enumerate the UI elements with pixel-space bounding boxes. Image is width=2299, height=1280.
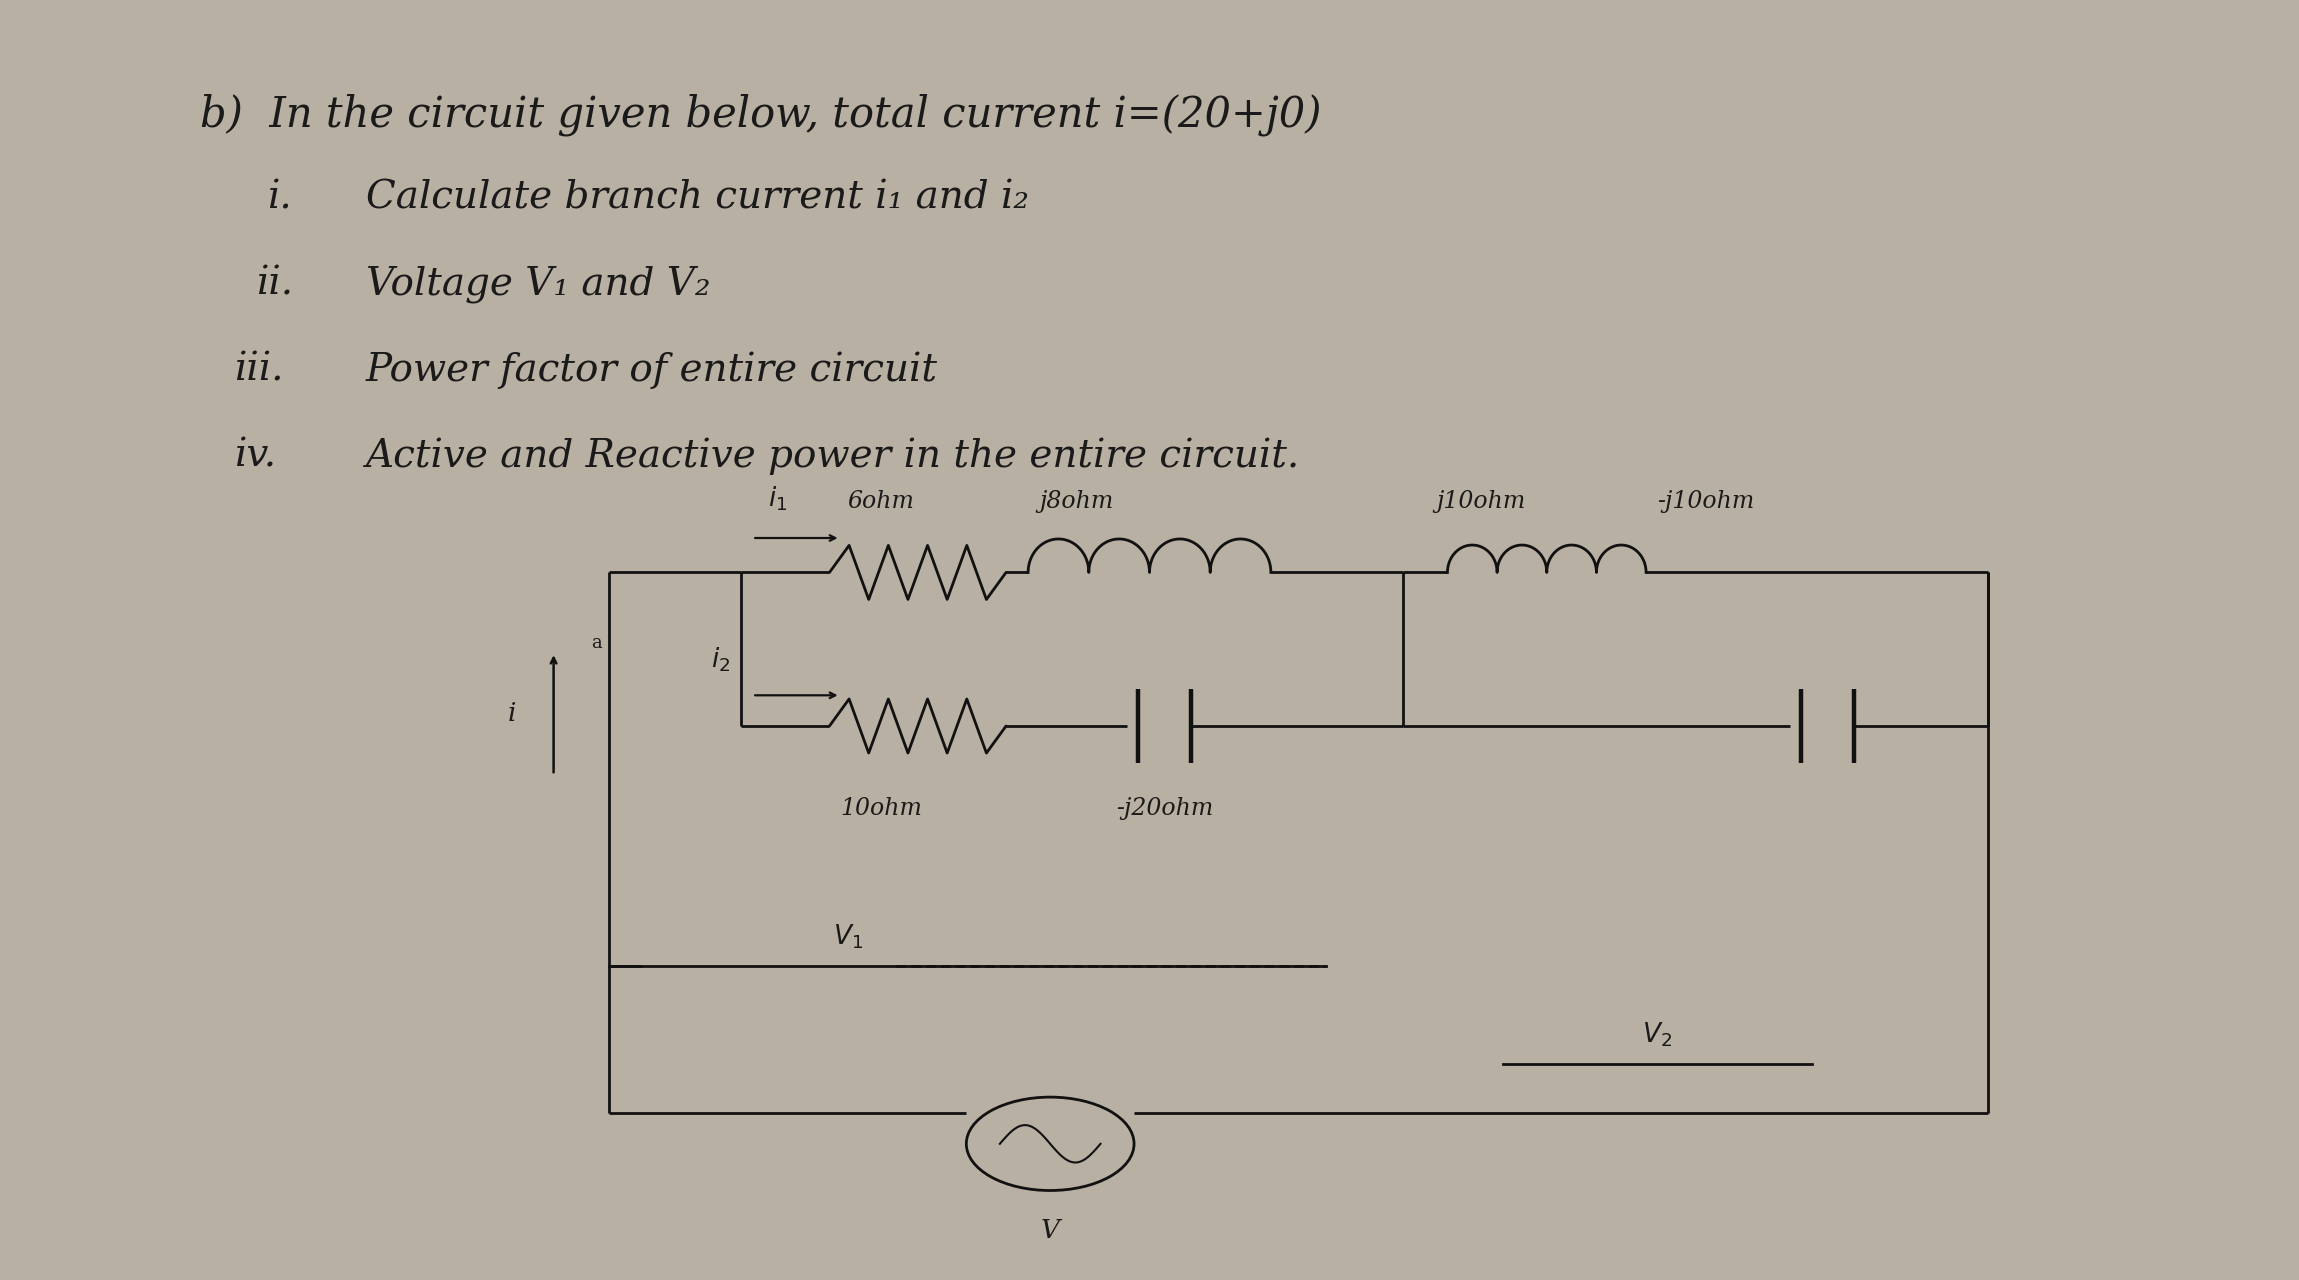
- Text: V: V: [1041, 1217, 1060, 1243]
- Text: iii.: iii.: [234, 351, 283, 388]
- Text: Calculate branch current i₁ and i₂: Calculate branch current i₁ and i₂: [366, 179, 1030, 216]
- Text: j10ohm: j10ohm: [1437, 490, 1527, 513]
- Text: ii.: ii.: [255, 265, 292, 302]
- Text: -j20ohm: -j20ohm: [1117, 797, 1214, 820]
- Text: iv.: iv.: [234, 438, 276, 475]
- Text: b)  In the circuit given below, total current i=(20+j0): b) In the circuit given below, total cur…: [200, 93, 1322, 136]
- Text: 6ohm: 6ohm: [846, 490, 915, 513]
- Text: j8ohm: j8ohm: [1039, 490, 1113, 513]
- Text: Power factor of entire circuit: Power factor of entire circuit: [366, 351, 938, 389]
- Text: -j10ohm: -j10ohm: [1658, 490, 1754, 513]
- Text: i.: i.: [267, 179, 292, 216]
- Text: $V_2$: $V_2$: [1641, 1020, 1671, 1050]
- Text: Active and Reactive power in the entire circuit.: Active and Reactive power in the entire …: [366, 438, 1301, 475]
- Text: $i_1$: $i_1$: [768, 485, 786, 513]
- Text: Voltage V₁ and V₂: Voltage V₁ and V₂: [366, 265, 710, 302]
- Text: $V_1$: $V_1$: [832, 923, 862, 951]
- Text: i: i: [508, 701, 515, 726]
- Text: $i_2$: $i_2$: [710, 646, 731, 675]
- Text: a: a: [591, 635, 602, 653]
- Text: 10ohm: 10ohm: [841, 797, 922, 820]
